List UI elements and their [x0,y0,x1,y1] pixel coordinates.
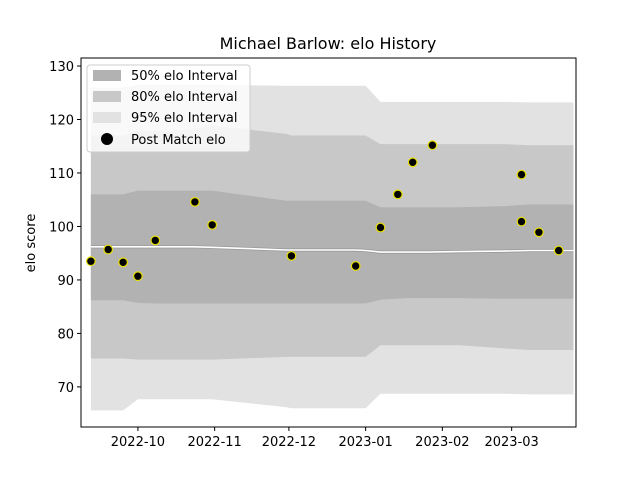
x-tick-label: 2022-12 [262,435,316,450]
post-match-point [132,271,143,282]
y-tick-label: 70 [57,381,74,396]
x-axis: 2022-10 2022-11 2022-12 2023-01 2023-02 2023-… [111,427,539,450]
post-match-point [553,245,564,256]
x-tick-label: 2023-01 [338,435,392,450]
y-axis-label: elo score [24,214,39,273]
legend-label-50: 50% elo Interval [131,69,238,84]
legend-swatch-80 [93,91,121,102]
y-tick-label: 90 [57,274,74,289]
post-match-point [375,222,386,233]
post-match-point [516,169,527,180]
legend-label-95: 95% elo Interval [131,111,238,126]
plot-area [85,84,574,411]
post-match-point [407,157,418,168]
x-tick-label: 2022-11 [187,435,241,450]
interval-50-band [90,190,574,304]
post-match-point [286,250,297,261]
post-match-point [392,189,403,200]
y-axis: 70 80 90 100 110 120 130 [49,60,81,396]
legend-marker-post-match [101,133,113,145]
legend: 50% elo Interval 80% elo Interval 95% el… [86,64,251,153]
post-match-points [85,140,564,282]
legend-label-post-match: Post Match elo [131,133,226,148]
legend-swatch-95 [93,112,121,123]
post-match-point [103,244,114,255]
y-tick-label: 100 [49,220,74,235]
post-match-point [189,196,200,207]
x-tick-label: 2023-03 [484,435,538,450]
mean-elo-line-group [90,245,574,254]
post-match-point [118,257,128,268]
legend-label-80: 80% elo Interval [131,90,238,105]
y-tick-label: 110 [49,167,74,182]
chart-title: Michael Barlow: elo History [220,34,437,53]
x-tick-label: 2022-10 [111,435,165,450]
y-tick-label: 80 [57,327,74,342]
y-tick-label: 130 [49,60,74,75]
legend-box [86,64,251,153]
mean-elo-line [90,246,574,253]
legend-swatch-50 [93,70,121,81]
post-match-point [85,256,96,267]
interval-bands [90,84,574,411]
post-match-point [350,261,361,271]
x-tick-label: 2023-02 [415,435,469,450]
post-match-point [516,216,527,227]
y-tick-label: 120 [49,114,74,129]
plot-frame [80,57,577,428]
post-match-point [427,140,438,151]
post-match-point [534,227,544,238]
post-match-point [150,235,161,246]
post-match-point [207,219,218,230]
